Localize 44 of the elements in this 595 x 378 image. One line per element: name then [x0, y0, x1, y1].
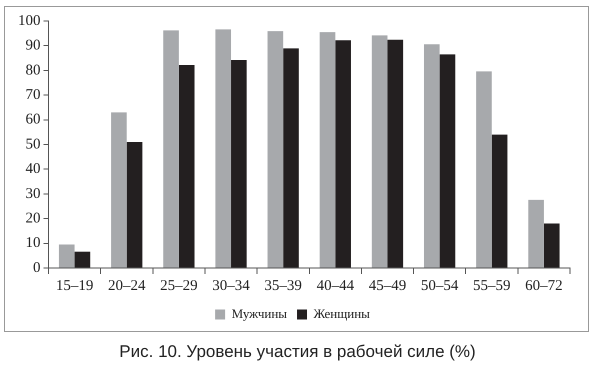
- y-tick-label: 0: [33, 260, 40, 276]
- x-tick-label: 30–34: [212, 278, 250, 294]
- x-tick-label: 45–49: [368, 278, 406, 294]
- x-tick-label: 40–44: [316, 278, 355, 294]
- bar: [111, 112, 127, 268]
- x-tick-label: 60–72: [525, 278, 563, 294]
- bar: [74, 252, 90, 268]
- x-tick-label: 20–24: [108, 278, 146, 294]
- x-tick-label: 55–59: [473, 278, 511, 294]
- y-tick-label: 100: [18, 12, 40, 29]
- x-tick-label: 35–39: [264, 278, 302, 294]
- bar: [492, 134, 508, 268]
- bar: [320, 32, 336, 268]
- y-tick-label: 60: [26, 112, 40, 128]
- y-tick-label: 30: [26, 186, 40, 202]
- bar: [387, 40, 404, 268]
- bar: [268, 31, 284, 268]
- bar: [372, 35, 388, 268]
- bar: [335, 40, 351, 268]
- y-tick-label: 50: [26, 136, 40, 152]
- bar: [163, 30, 179, 268]
- bar: [283, 48, 299, 268]
- y-tick-label: 10: [26, 235, 40, 252]
- bar: [126, 142, 142, 268]
- bar: [178, 64, 195, 268]
- x-tick-label: 50–54: [420, 278, 459, 294]
- legend-label: Женщины: [314, 306, 370, 321]
- bar: [424, 44, 440, 268]
- bar: [528, 200, 544, 268]
- x-tick-label: 25–29: [160, 278, 198, 294]
- y-tick-label: 20: [26, 210, 40, 227]
- bar: [215, 29, 232, 268]
- bar: [231, 60, 247, 268]
- y-tick-label: 80: [26, 62, 40, 78]
- y-tick-label: 90: [26, 38, 40, 54]
- x-tick-label: 15–19: [56, 278, 94, 294]
- text: Рис. 10. Уровень участия в рабочей силе (%): [118, 342, 477, 362]
- bar: [58, 244, 75, 268]
- y-tick-label: 70: [26, 87, 40, 104]
- bar: [476, 71, 492, 268]
- y-tick-label: 40: [26, 161, 40, 178]
- legend-label: Мужчины: [232, 306, 288, 321]
- bar: [440, 54, 456, 268]
- bar: [544, 224, 560, 268]
